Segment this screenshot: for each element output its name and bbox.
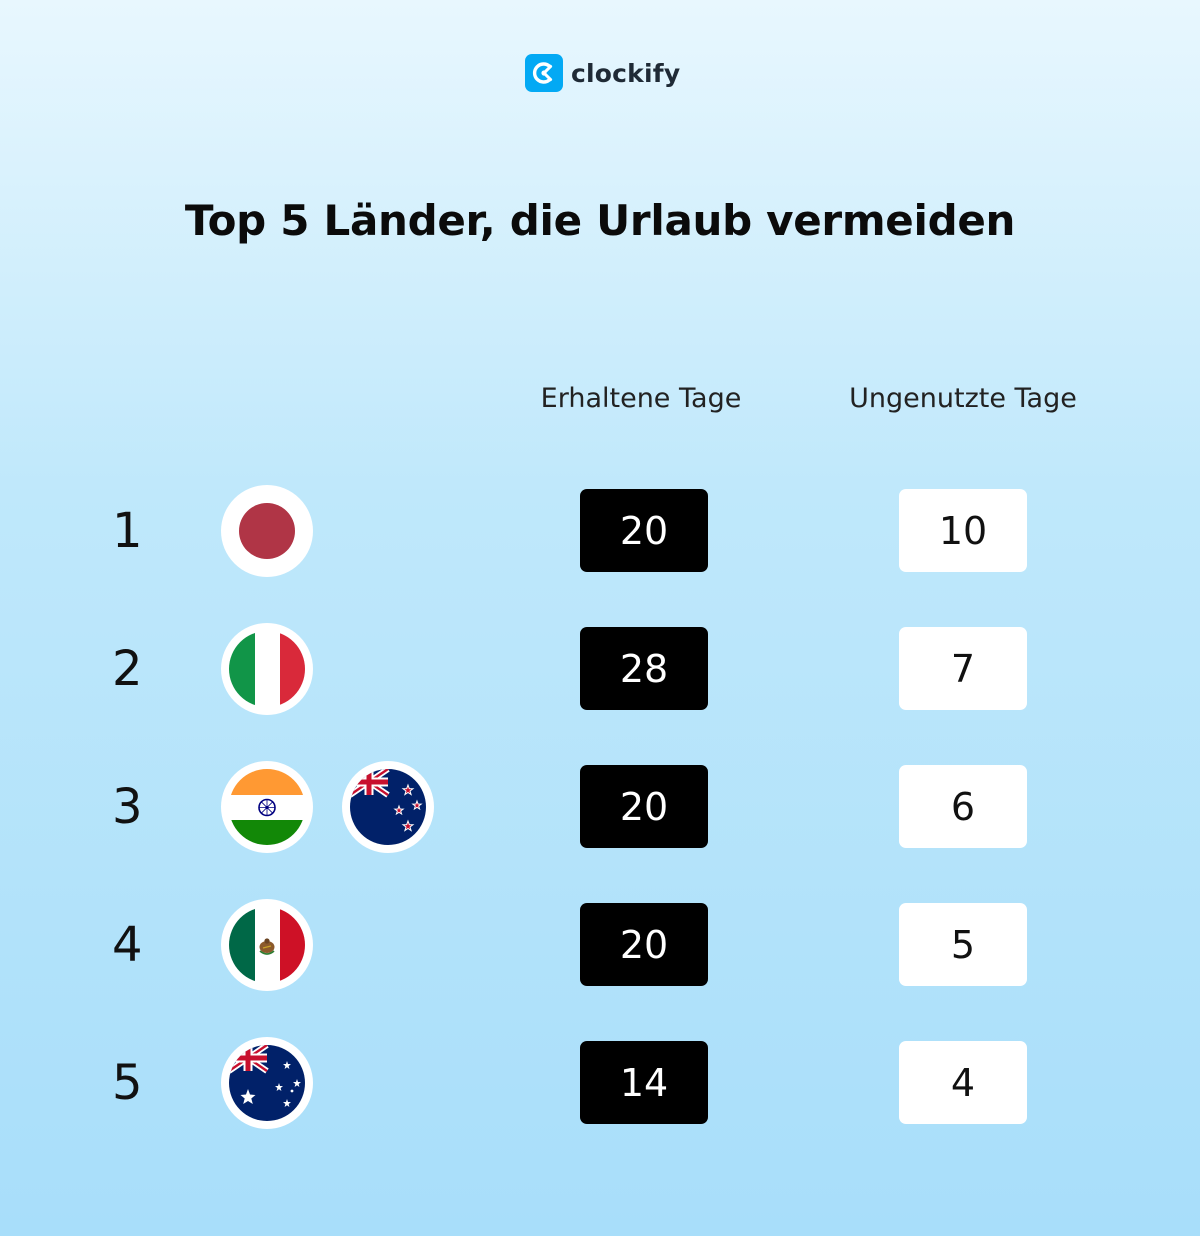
- page-title: Top 5 Länder, die Urlaub vermeiden: [184, 196, 1016, 245]
- column-header-unused: Ungenutzte Tage: [849, 383, 1077, 414]
- received-days-value: 28: [580, 627, 708, 710]
- rank-label: 2: [112, 641, 143, 697]
- italy-flag-icon: [221, 623, 313, 715]
- australia-flag-icon: [221, 1037, 313, 1129]
- unused-days-value: 6: [899, 765, 1027, 848]
- unused-days-value: 5: [899, 903, 1027, 986]
- new-zealand-flag-icon: [342, 761, 434, 853]
- table-row: 1 20 10: [0, 483, 1200, 579]
- unused-days-value: 10: [899, 489, 1027, 572]
- rank-label: 3: [112, 779, 143, 835]
- received-days-value: 20: [580, 903, 708, 986]
- received-days-value: 14: [580, 1041, 708, 1124]
- table-row: 2 28 7: [0, 621, 1200, 717]
- rank-label: 5: [112, 1055, 143, 1111]
- japan-flag-icon: [221, 485, 313, 577]
- mexico-flag-icon: [221, 899, 313, 991]
- india-flag-icon: [221, 761, 313, 853]
- table-row: 4 20 5: [0, 897, 1200, 993]
- brand-logo: clockify: [525, 54, 680, 92]
- brand-name: clockify: [571, 58, 681, 88]
- table-row: 3: [0, 759, 1200, 855]
- table-row: 5 14: [0, 1035, 1200, 1131]
- rank-label: 4: [112, 917, 143, 973]
- column-header-received: Erhaltene Tage: [540, 383, 742, 414]
- received-days-value: 20: [580, 765, 708, 848]
- clockify-logo-icon: [525, 54, 563, 92]
- rank-label: 1: [112, 503, 143, 559]
- received-days-value: 20: [580, 489, 708, 572]
- unused-days-value: 4: [899, 1041, 1027, 1124]
- unused-days-value: 7: [899, 627, 1027, 710]
